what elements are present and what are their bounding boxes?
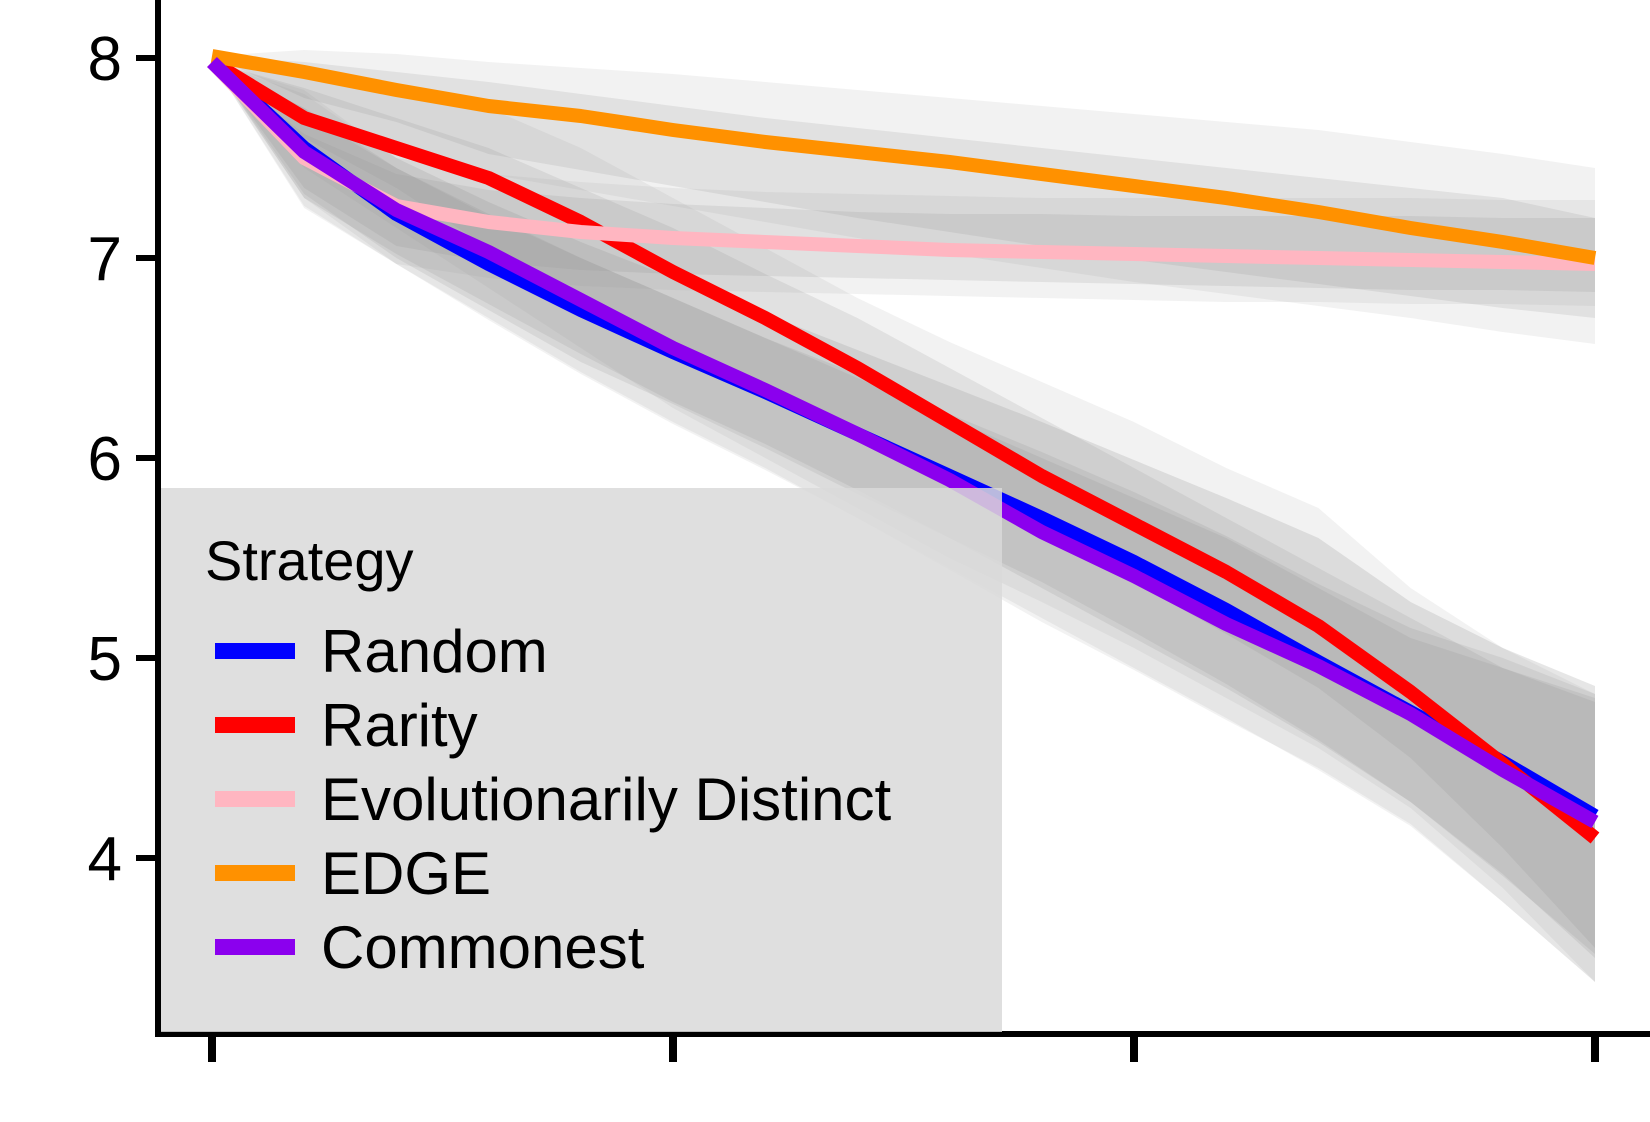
series-line-edge [210, 49, 1597, 265]
legend-title: Strategy [205, 529, 414, 592]
series-line-evolutionarily-distinct [206, 57, 1596, 271]
series-line-rarity [208, 56, 1600, 844]
legend-label-commonest: Commonest [321, 914, 645, 981]
legend-label-rarity: Rarity [321, 692, 478, 759]
axes: 4 5 6 7 8 [88, 0, 1650, 1062]
legend-label-random: Random [321, 618, 548, 685]
legend-label-evolutionarily-distinct: Evolutionarily Distinct [321, 766, 892, 833]
legend-box [161, 488, 1002, 1032]
legend: Strategy Random Rarity Evolutionarily Disti… [161, 488, 1002, 1032]
y-tick-label-8: 8 [88, 25, 122, 94]
y-tick-label-4: 4 [88, 825, 122, 894]
y-tick-label-7: 7 [88, 225, 122, 294]
band-outer-edge [212, 50, 1595, 344]
series-lines [206, 49, 1600, 844]
series-line-commonest [207, 56, 1599, 829]
band-outer-evolutionarily-distinct [212, 62, 1595, 306]
y-tick-label-6: 6 [88, 425, 122, 494]
legend-label-edge: EDGE [321, 840, 491, 907]
y-tick-label-5: 5 [88, 625, 122, 694]
